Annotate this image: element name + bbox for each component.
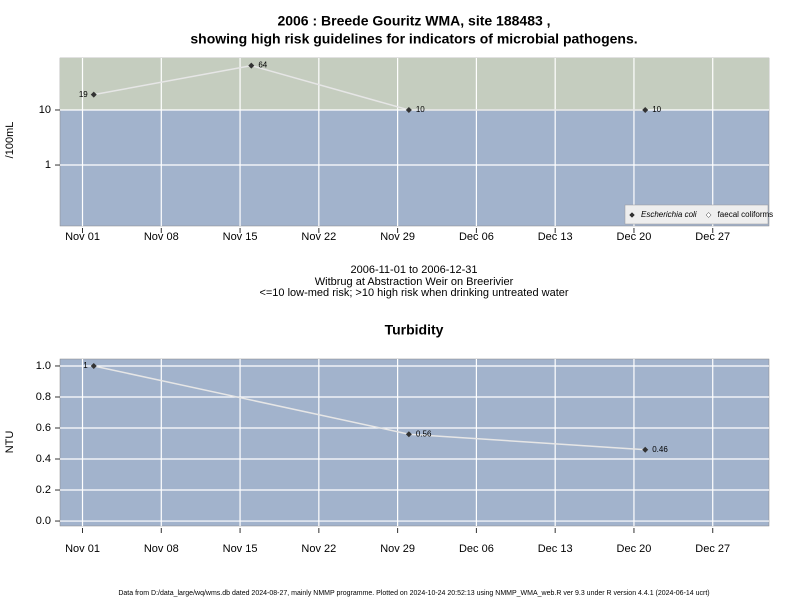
x-tick-label: Dec 13 (538, 543, 573, 555)
legend-label: Escherichia coli (641, 210, 697, 219)
y-axis-label: NTU (4, 431, 16, 454)
x-tick-label: Dec 27 (695, 231, 730, 243)
x-tick-label: Nov 22 (301, 543, 336, 555)
y-tick-label: 0.8 (36, 391, 51, 403)
y-tick-label: 0.0 (36, 515, 51, 527)
x-tick-label: Dec 06 (459, 543, 494, 555)
data-label: 0.56 (416, 429, 432, 438)
data-label: 10 (416, 105, 425, 114)
x-tick-label: Dec 20 (617, 543, 652, 555)
data-point (90, 362, 97, 369)
data-label: 64 (258, 61, 267, 70)
data-point (90, 91, 97, 98)
data-label: 1 (83, 361, 88, 370)
legend-marker (629, 212, 635, 218)
x-tick-label: Dec 06 (459, 231, 494, 243)
x-tick-label: Nov 08 (144, 543, 179, 555)
x-tick-label: Nov 01 (65, 231, 100, 243)
data-point (642, 446, 649, 453)
high-risk-band (60, 58, 769, 110)
legend-label: faecal coliforms (718, 210, 774, 219)
x-tick-label: Nov 08 (144, 231, 179, 243)
chart-title: 2006 : Breede Gouritz WMA, site 188483 , (277, 13, 550, 29)
y-axis-label: /100mL (4, 122, 16, 159)
y-tick-label: 0.6 (36, 422, 51, 434)
x-tick-label: Nov 15 (223, 543, 258, 555)
data-label: 19 (79, 90, 88, 99)
x-tick-label: Dec 27 (695, 543, 730, 555)
y-tick-label: 0.4 (36, 453, 51, 465)
data-point (248, 62, 255, 69)
x-tick-label: Dec 13 (538, 231, 573, 243)
plot-background (59, 358, 770, 527)
x-tick-label: Nov 15 (223, 231, 258, 243)
series-line (93, 64, 646, 111)
x-tick-label: Nov 01 (65, 543, 100, 555)
footer: Data from D:/data_large/wq/wms.db dated … (118, 590, 709, 597)
legend-box (624, 204, 769, 225)
legend-marker (705, 212, 712, 218)
y-tick-label: 10 (39, 104, 51, 116)
data-point (405, 106, 412, 113)
caption: 2006-11-01 to 2006-12-31 (350, 264, 477, 276)
data-point (405, 431, 412, 438)
chart-title: Turbidity (385, 322, 444, 338)
data-label: 0.46 (652, 445, 668, 454)
x-tick-label: Dec 20 (617, 231, 652, 243)
x-tick-label: Nov 29 (380, 231, 415, 243)
caption: <=10 low-med risk; >10 high risk when dr… (259, 287, 568, 299)
y-tick-label: 1.0 (36, 360, 51, 372)
x-tick-label: Nov 29 (380, 543, 415, 555)
x-tick-label: Nov 22 (301, 231, 336, 243)
chart-subtitle: showing high risk guidelines for indicat… (190, 31, 637, 47)
data-point (642, 106, 649, 113)
y-tick-label: 1 (45, 159, 51, 171)
data-label: 10 (652, 105, 661, 114)
caption: Witbrug at Abstraction Weir on Breerivie… (315, 276, 514, 288)
y-tick-label: 0.2 (36, 484, 51, 496)
